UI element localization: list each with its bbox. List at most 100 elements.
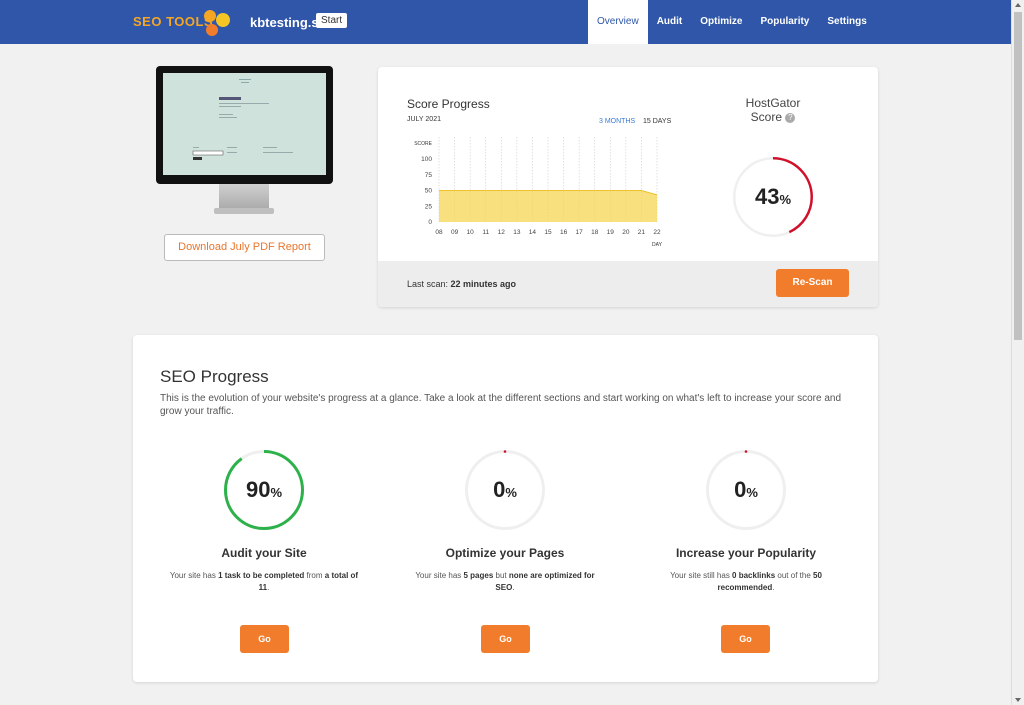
x-tick-label: 16 [560, 229, 568, 236]
ring-start-dot [744, 450, 748, 453]
hostgator-score-value: 43% [731, 155, 815, 239]
score-line [439, 190, 658, 196]
optimize-text-a: Your site has [415, 571, 464, 580]
nav-settings[interactable]: Settings [827, 16, 867, 27]
start-button[interactable]: Start [316, 13, 348, 28]
score-number: 43 [754, 184, 780, 209]
site-preview-monitor [156, 66, 333, 218]
y-axis-label: SCORE [414, 141, 432, 147]
last-scan-prefix: Last scan: [407, 279, 451, 289]
y-tick-label: 50 [425, 188, 433, 195]
seo-progress-card: SEO Progress This is the evolution of yo… [133, 335, 878, 682]
optimize-text-b: but [493, 571, 509, 580]
popularity-value-unit: % [746, 485, 758, 500]
audit-value-number: 90 [245, 477, 271, 502]
optimize-bold-a: 5 pages [463, 571, 494, 580]
x-tick-label: 21 [638, 229, 646, 236]
score-card-footer: Last scan: 22 minutes ago Re-Scan [378, 261, 878, 307]
range-3-months-link[interactable]: 3 MONTHS [599, 118, 636, 125]
x-tick-label: 18 [591, 229, 599, 236]
nav-optimize[interactable]: Optimize [700, 16, 743, 27]
ring-progress [733, 157, 813, 237]
site-screenshot [163, 73, 326, 175]
nav-audit[interactable]: Audit [656, 16, 683, 27]
help-icon[interactable]: ? [785, 112, 796, 123]
audit-value-unit: % [270, 485, 283, 500]
score-progress-card: Score Progress JULY 2021 3 MONTHS 15 DAY… [378, 67, 878, 307]
seo-progress-title: SEO Progress [160, 367, 269, 386]
popularity-go-button[interactable]: Go [721, 625, 770, 653]
x-tick-label: 19 [607, 229, 615, 236]
y-tick-label: 0 [428, 219, 432, 226]
hostgator-title-line1: HostGator [745, 96, 801, 110]
top-navigation-bar: SEO TOOLS kbtesting.site Start Overview … [0, 0, 1011, 44]
popularity-description: Your site still has 0 backlinks out of t… [651, 570, 841, 594]
monitor-base [214, 208, 274, 214]
y-tick-label: 100 [421, 156, 432, 163]
popularity-bold-b: 50 recommended [717, 571, 822, 592]
rescan-button[interactable]: Re-Scan [776, 269, 849, 297]
download-pdf-report-button[interactable]: Download July PDF Report [164, 234, 325, 261]
audit-text-c: . [267, 583, 270, 592]
score-ring [733, 157, 813, 237]
x-tick-label: 12 [498, 229, 506, 236]
audit-go-button[interactable]: Go [240, 625, 289, 653]
audit-text-a: Your site has [169, 571, 219, 580]
scroll-down-arrow-icon[interactable] [1015, 698, 1021, 702]
monitor-frame [156, 66, 333, 184]
x-tick-label: 20 [622, 229, 630, 236]
ring-progress [224, 450, 304, 530]
optimize-progress-ring: 0% [463, 448, 547, 532]
x-tick-label: 10 [467, 229, 475, 236]
last-scan-text: Last scan: 22 minutes ago [407, 279, 516, 289]
optimize-value-unit: % [505, 485, 517, 500]
audit-description: Your site has 1 task to be completed fro… [169, 570, 359, 594]
score-area [439, 190, 657, 222]
optimize-progress-column: 0% Optimize your Pages Your site has 5 p… [405, 448, 605, 594]
scroll-up-arrow-icon[interactable] [1015, 3, 1021, 7]
popularity-progress-value: 0% [704, 448, 788, 532]
monitor-stand [219, 184, 269, 210]
nav-overview[interactable]: Overview [588, 0, 648, 44]
popularity-text-b: out of the [775, 571, 813, 580]
score-unit: % [779, 192, 792, 207]
optimize-value-number: 0 [493, 477, 506, 502]
score-progress-chart: SCORE 0 25 50 75 100 08 09 10 11 12 13 14 15 16 17 18 19 2… [414, 137, 663, 247]
seo-progress-description: This is the evolution of your website's … [160, 393, 842, 417]
hostgator-title-line2: Score [750, 110, 782, 124]
x-tick-label: 13 [513, 229, 521, 236]
optimize-go-button[interactable]: Go [481, 625, 530, 653]
y-tick-label: 75 [425, 172, 433, 179]
audit-progress-ring: 90% [222, 448, 306, 532]
audit-text-b: from [304, 571, 325, 580]
scroll-thumb[interactable] [1014, 12, 1022, 340]
optimize-title: Optimize your Pages [445, 546, 565, 560]
popularity-title: Increase your Popularity [675, 546, 817, 560]
optimize-text-c: . [512, 583, 515, 592]
logo-icon [204, 10, 230, 36]
score-progress-title: Score Progress [407, 97, 490, 111]
chart-month-label: JULY 2021 [407, 116, 441, 123]
site-name: kbtesting.site [250, 15, 334, 30]
vertical-scrollbar[interactable] [1011, 0, 1024, 705]
range-15-days-link[interactable]: 15 DAYS [643, 118, 672, 125]
ring-start-dot [503, 450, 507, 453]
nav-popularity[interactable]: Popularity [760, 16, 810, 27]
popularity-progress-column: 0% Increase your Popularity Your site st… [646, 448, 846, 594]
seo-tools-logo[interactable]: SEO TOOLS [133, 14, 214, 29]
x-tick-label: 15 [544, 229, 552, 236]
popularity-text-c: . [772, 583, 775, 592]
popularity-value-number: 0 [734, 477, 747, 502]
audit-title: Audit your Site [221, 546, 307, 560]
audit-progress-value: 90% [222, 448, 306, 532]
audit-bold-b: a total of 11 [258, 571, 359, 592]
x-tick-label: 08 [435, 229, 443, 236]
audit-progress-column: 90% Audit your Site Your site has 1 task… [164, 448, 364, 594]
optimize-bold-b: none are optimized for SEO [495, 571, 595, 592]
y-tick-label: 25 [425, 203, 433, 210]
last-scan-value: 22 minutes ago [450, 279, 517, 289]
optimize-description: Your site has 5 pages but none are optim… [410, 570, 600, 594]
x-axis-label: DAY [652, 242, 663, 247]
x-tick-label: 22 [653, 229, 661, 236]
popularity-text-a: Your site still has [670, 571, 733, 580]
